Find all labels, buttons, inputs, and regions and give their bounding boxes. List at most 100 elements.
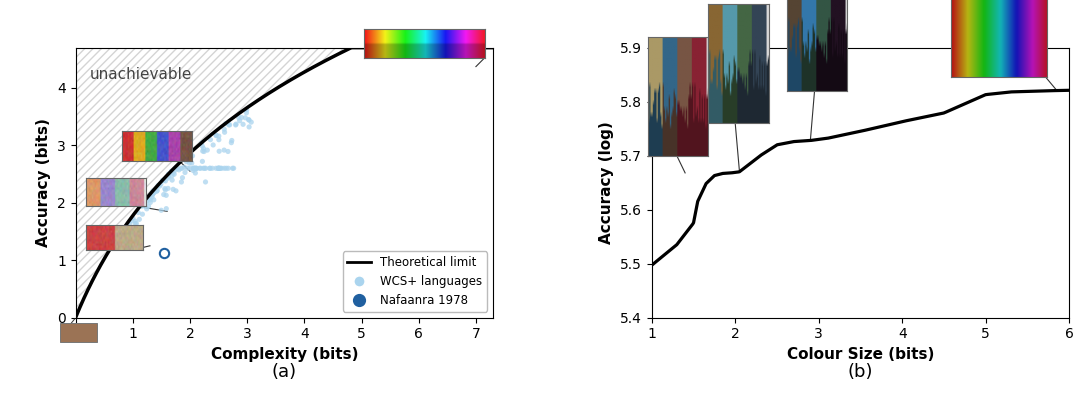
Point [240,116,257,123]
Point [126,218,144,224]
Point [217,120,234,127]
Point [174,175,191,181]
Point [227,122,244,128]
Point [186,165,203,172]
Point [123,218,140,224]
Point [140,203,158,210]
Point [238,110,255,116]
Point [193,143,211,149]
Point [204,165,221,172]
Point [127,239,145,245]
Point [224,137,241,144]
Point [201,165,218,172]
Point [216,129,233,135]
Point [149,187,166,194]
Point [216,165,233,172]
Point [144,191,161,198]
Point [138,206,156,212]
Point [160,171,177,177]
Point [199,147,216,153]
Point [160,175,177,181]
Point [220,122,238,128]
Point [124,224,141,231]
Point [179,165,197,172]
Point [202,165,219,172]
Text: (a): (a) [272,364,297,382]
Point [178,158,195,165]
Polygon shape [76,48,494,318]
Point [119,237,136,243]
Point [197,165,214,172]
Point [158,192,175,198]
Point [194,165,212,172]
Point [193,158,211,164]
Point [237,115,254,121]
Point [238,107,255,113]
Point [154,177,172,183]
Point [241,124,258,130]
Point [185,165,202,172]
Point [156,250,173,256]
Point [184,160,201,166]
Point [172,165,189,172]
Point [221,121,239,128]
Point [141,195,159,201]
Point [158,206,175,212]
Point [160,173,177,179]
Point [184,153,201,159]
Point [176,169,193,175]
Point [145,190,162,197]
Point [193,140,211,146]
Point [131,216,148,223]
Point [133,203,150,210]
Point [160,185,177,192]
Point [219,148,237,155]
Point [187,170,204,176]
Point [121,220,138,227]
Point [211,137,228,143]
Point [167,188,185,194]
Point [212,165,229,172]
Point [211,165,228,172]
Text: (b): (b) [848,364,874,382]
Point [148,188,165,195]
Point [228,121,245,127]
Point [166,168,184,174]
Point [207,132,225,138]
Point [126,220,144,227]
Point [149,183,166,189]
Point [194,145,212,152]
Point [163,173,180,179]
Point [151,183,168,189]
Point [219,165,237,172]
Y-axis label: Accuracy (bits): Accuracy (bits) [37,118,52,247]
Point [141,199,159,206]
Point [216,147,233,153]
Point [185,167,202,173]
Point [168,166,186,172]
Point [188,165,205,172]
Point [157,185,174,192]
Point [234,121,252,127]
Point [136,200,153,207]
Point [224,165,241,172]
Point [195,165,213,172]
Point [243,119,260,125]
Point [173,179,190,185]
Point [195,148,213,155]
Point [241,117,258,123]
Point [207,165,225,172]
Point [188,165,205,172]
Point [138,198,156,204]
Point [207,133,225,139]
Point [225,165,242,172]
Point [194,148,212,154]
Point [211,133,228,139]
Point [152,207,170,214]
Point [222,139,240,146]
Point [157,187,174,193]
Point [210,165,227,172]
Point [171,167,188,173]
Point [218,165,235,172]
Point [213,165,230,172]
